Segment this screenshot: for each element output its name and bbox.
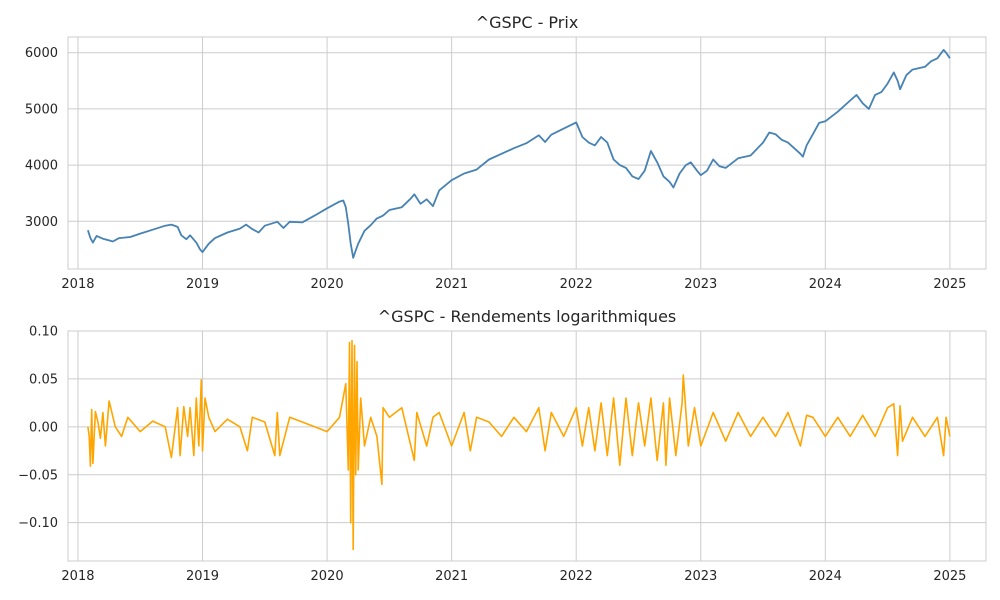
price-panel: 2018 2019 2020 2021 2022 2023 2024 2025 3000 400… <box>25 13 987 292</box>
returns-series-line <box>87 339 951 551</box>
price-chart-title: ^GSPC - Prix <box>476 13 579 32</box>
returns-x-tick-label: 2019 <box>186 569 219 584</box>
price-x-ticks: 2018 2019 2020 2021 2022 2023 2024 2025 <box>61 277 966 292</box>
returns-x-tick-label: 2024 <box>809 569 842 584</box>
price-x-tick-label: 2022 <box>560 277 593 292</box>
price-x-tick-label: 2018 <box>61 277 94 292</box>
price-y-ticks: 3000 4000 5000 6000 <box>25 46 58 230</box>
price-y-tick-label: 5000 <box>25 102 58 117</box>
returns-x-tick-label: 2022 <box>560 569 593 584</box>
returns-x-ticks: 2018 2019 2020 2021 2022 2023 2024 2025 <box>61 569 966 584</box>
price-x-tick-label: 2024 <box>809 277 842 292</box>
price-x-tick-label: 2020 <box>311 277 344 292</box>
returns-y-tick-label: −0.05 <box>18 468 58 483</box>
returns-x-tick-label: 2018 <box>61 569 94 584</box>
returns-y-tick-label: 0.10 <box>29 325 58 340</box>
returns-y-tick-label: 0.05 <box>29 372 58 387</box>
price-x-tick-label: 2019 <box>186 277 219 292</box>
returns-x-tick-label: 2025 <box>933 569 966 584</box>
returns-x-tick-label: 2020 <box>311 569 344 584</box>
price-y-tick-label: 4000 <box>25 159 58 174</box>
price-y-tick-label: 6000 <box>25 46 58 61</box>
price-plot-frame <box>67 36 987 270</box>
returns-x-tick-label: 2023 <box>684 569 717 584</box>
price-x-tick-label: 2025 <box>933 277 966 292</box>
price-series-line <box>87 49 951 259</box>
returns-y-ticks: −0.10 −0.05 0.00 0.05 0.10 <box>18 325 58 532</box>
returns-plot-frame <box>67 330 987 562</box>
returns-x-tick-label: 2021 <box>435 569 468 584</box>
returns-panel: 2018 2019 2020 2021 2022 2023 2024 2025 −0.10−0… <box>18 307 987 584</box>
returns-y-tick-label: −0.10 <box>18 516 58 531</box>
returns-grid <box>68 330 986 561</box>
price-y-tick-label: 3000 <box>25 215 58 230</box>
price-x-tick-label: 2021 <box>435 277 468 292</box>
price-x-tick-label: 2023 <box>684 277 717 292</box>
price-grid <box>68 37 986 269</box>
returns-y-tick-label: 0.00 <box>29 420 58 435</box>
returns-chart-title: ^GSPC - Rendements logarithmiques <box>378 307 677 326</box>
